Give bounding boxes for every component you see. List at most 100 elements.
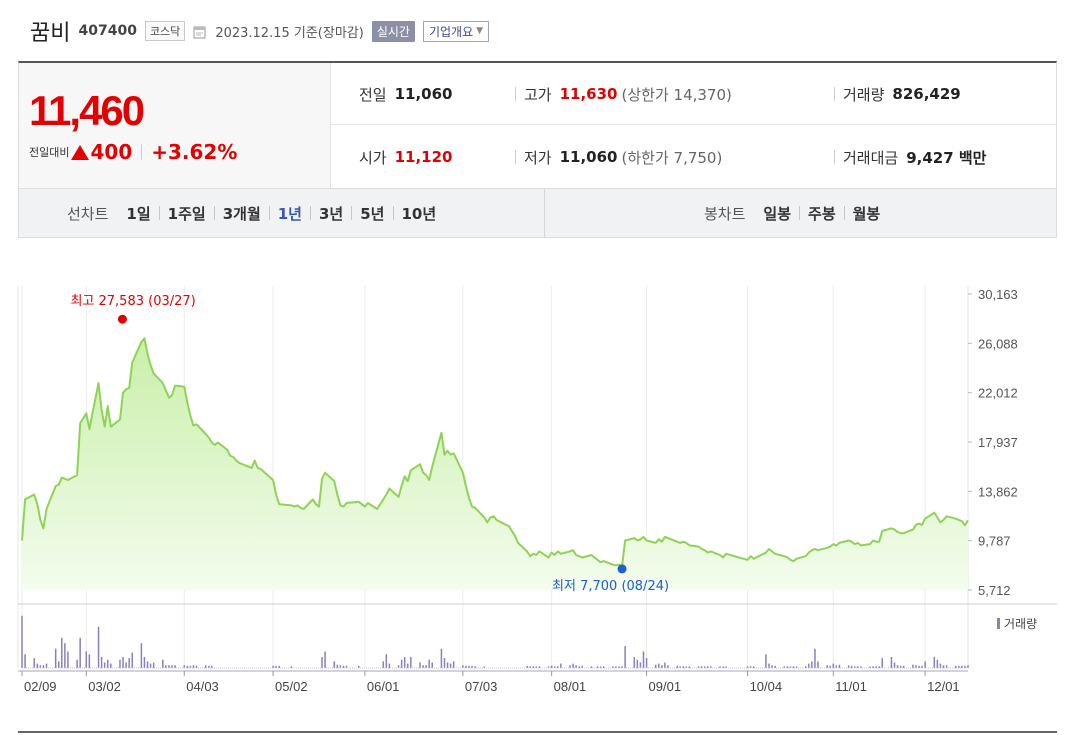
period-tab[interactable]: 3년: [319, 204, 344, 223]
candle-tab[interactable]: 일봉: [763, 204, 792, 223]
volume-bar: [64, 643, 66, 668]
volume-bar: [658, 663, 660, 668]
volume-bar: [860, 666, 862, 668]
volume-bar: [771, 665, 773, 668]
calendar-icon: [193, 24, 207, 39]
candle-chart-periods: 봉차트 일봉 주봉 월봉: [546, 189, 1056, 237]
volume-bar: [955, 665, 957, 668]
volume-bar: [128, 658, 130, 668]
low-marker: [617, 564, 627, 574]
volume-bar: [942, 665, 945, 668]
volume-legend-label: 거래량: [1004, 617, 1037, 631]
volume-bar: [131, 652, 133, 668]
volume-bar: [195, 665, 198, 668]
volume-bar: [661, 665, 663, 668]
company-overview-button[interactable]: 기업개요 ▼: [422, 20, 490, 42]
volume-bar: [42, 665, 45, 668]
volume-bar: [814, 648, 816, 668]
x-tick-label: 11/01: [835, 679, 867, 694]
volume-bar: [945, 665, 948, 668]
stat-label: 시가: [359, 148, 387, 167]
line-chart-label: 선차트: [67, 204, 109, 223]
volume-bar: [557, 666, 559, 668]
volume-bar: [85, 651, 88, 668]
divider: [799, 206, 801, 220]
volume-bar: [24, 654, 26, 668]
volume-bar: [168, 665, 170, 668]
volume-bar: [149, 663, 152, 668]
volume-bar: [835, 665, 838, 668]
volume-legend-swatch: [997, 618, 1000, 629]
volume-bar: [624, 646, 626, 668]
volume-bar: [664, 662, 666, 668]
volume-bar: [125, 662, 127, 668]
period-tab[interactable]: 1일: [126, 204, 151, 223]
volume-bar: [707, 666, 709, 668]
period-tab[interactable]: 1주일: [167, 204, 206, 223]
volume-bar: [342, 665, 345, 668]
volume-bar: [397, 665, 400, 668]
volume-bar: [36, 663, 39, 668]
volume-bar: [688, 666, 691, 668]
volume-bar: [615, 666, 617, 668]
realtime-button[interactable]: 실시간: [371, 20, 415, 42]
volume-bar: [103, 662, 106, 668]
y-tick-label: 22,012: [978, 386, 1018, 401]
volume-bar: [826, 665, 828, 668]
stats-row-1: 전일 11,060 고가 11,630 (상한가 14,370) 거래량 826…: [331, 63, 1056, 125]
volume-bar: [211, 665, 213, 668]
stock-code: 407400: [78, 23, 137, 39]
x-tick-label: 03/02: [88, 679, 121, 694]
volume-bar: [936, 659, 939, 668]
change-amount: 400: [90, 140, 133, 164]
volume-bar: [752, 666, 755, 668]
volume-bar: [550, 665, 553, 668]
x-tick-label: 10/04: [750, 679, 783, 694]
volume-bar: [165, 665, 167, 668]
period-tab[interactable]: 10년: [401, 204, 437, 223]
volume-bar: [596, 666, 599, 668]
stock-name: 꿈비: [30, 21, 71, 46]
volume-bar: [471, 665, 473, 668]
period-tab[interactable]: 5년: [360, 204, 385, 223]
volume-bar: [339, 665, 342, 668]
volume-bar: [749, 666, 752, 668]
period-tab[interactable]: 1년: [277, 204, 302, 223]
low-annotation: 최저 7,700 (08/24): [552, 579, 669, 594]
volume-bar: [857, 666, 859, 668]
volume-bar: [642, 651, 645, 668]
volume-bar: [345, 665, 348, 668]
stat-label: 전일: [359, 85, 387, 104]
y-tick-label: 9,787: [978, 534, 1011, 549]
volume-bar: [918, 665, 920, 668]
volume-bar: [893, 662, 896, 668]
volume-bar: [890, 657, 893, 668]
volume-bar: [572, 663, 574, 668]
volume-bar: [878, 666, 880, 668]
market-badge: 코스닥: [144, 21, 186, 41]
volume-bar: [768, 663, 770, 668]
divider: [515, 87, 516, 101]
period-tab[interactable]: 3개월: [222, 204, 261, 223]
candle-tab[interactable]: 월봉: [852, 204, 881, 223]
volume-bar: [808, 663, 810, 668]
volume-bar: [189, 665, 192, 668]
volume-bar: [899, 665, 902, 668]
volume-bar: [403, 657, 406, 668]
volume-bar: [599, 666, 602, 668]
volume-bar: [400, 659, 403, 668]
volume-bar: [45, 663, 48, 668]
volume-bar: [792, 666, 795, 668]
volume-bar: [872, 666, 874, 668]
volume-bar: [428, 659, 430, 668]
lower-limit: (하한가 7,750): [621, 148, 723, 167]
chevron-down-icon: ▼: [476, 26, 484, 36]
candle-tab[interactable]: 주봉: [808, 204, 836, 223]
stat-value: 826,429: [892, 85, 961, 103]
volume-bar: [468, 665, 470, 668]
volume-bar: [526, 665, 528, 668]
volume-bar: [875, 666, 877, 668]
volume-bar: [419, 662, 421, 668]
x-tick-label: 02/09: [24, 679, 57, 694]
volume-bar: [462, 665, 464, 668]
